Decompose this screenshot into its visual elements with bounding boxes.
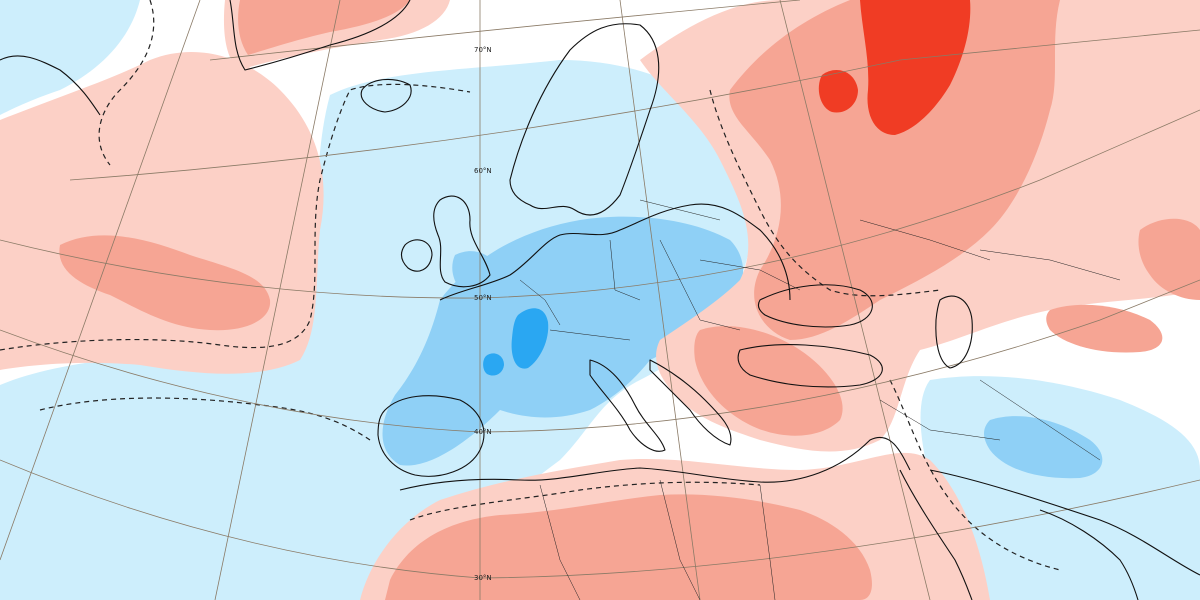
meridian-line-2 xyxy=(619,0,701,600)
coast-ireland xyxy=(401,239,433,272)
coast-greenland xyxy=(229,0,411,71)
latitude-line-40 xyxy=(0,279,1200,433)
pos-strong-russia xyxy=(860,0,971,135)
latitude-line-60 xyxy=(69,29,1200,181)
coast-western-europe xyxy=(439,203,791,301)
coast-uk xyxy=(433,195,491,288)
latitude-line-30 xyxy=(0,459,1200,579)
anomaly-contours xyxy=(0,0,1061,571)
coast-caspian xyxy=(935,295,973,369)
border-germany-poland xyxy=(609,239,641,301)
country-borders xyxy=(519,199,1121,600)
border-france-germany xyxy=(519,279,561,326)
pos-medium-caspian xyxy=(1046,304,1163,353)
contour-middle-east xyxy=(889,379,1061,571)
meridian-line-4 xyxy=(0,0,201,561)
coast-balkans-greece xyxy=(649,359,732,446)
pos-medium-greenland xyxy=(238,0,410,55)
latitude-line-50 xyxy=(0,109,1200,299)
pos-medium-russia xyxy=(729,0,1060,340)
coast-black-sea xyxy=(757,284,873,328)
border-north-africa-1 xyxy=(539,484,581,600)
coast-iberia xyxy=(377,395,485,477)
pos-strong-russia-west xyxy=(818,70,858,113)
meridian-line-3 xyxy=(214,0,341,600)
border-ukraine xyxy=(699,259,801,291)
contour-atlantic xyxy=(0,83,471,351)
neg-medium-middle-east xyxy=(984,416,1103,479)
coast-canada xyxy=(0,55,101,116)
latitude-labels: 70°N 60°N 50°N 40°N 30°N xyxy=(474,46,492,582)
lat-label-50: 50°N xyxy=(474,294,492,302)
pos-light-arctic-east xyxy=(1060,42,1134,101)
lat-label-30: 30°N xyxy=(474,574,492,582)
pos-medium-north-africa xyxy=(385,494,872,600)
border-russia-south xyxy=(859,219,991,261)
lat-label-70: 70°N xyxy=(474,46,492,54)
lat-label-60: 60°N xyxy=(474,167,492,175)
lat-label-40: 40°N xyxy=(474,428,492,436)
border-kazakhstan xyxy=(979,249,1121,281)
contour-africa xyxy=(409,481,761,521)
neg-strong-france-south xyxy=(483,353,504,376)
coast-italy xyxy=(589,359,666,452)
neg-light-greenland-west xyxy=(0,0,140,115)
border-north-africa-3 xyxy=(759,484,776,600)
meridian-line-5 xyxy=(779,0,931,600)
pos-medium-balkans xyxy=(694,326,843,436)
pos-medium-russia-east xyxy=(1138,218,1200,300)
border-baltics xyxy=(639,199,721,221)
contour-subtropic xyxy=(39,397,371,441)
coast-scandinavia xyxy=(509,23,660,216)
coast-persian-gulf xyxy=(1039,509,1139,600)
border-eastern-europe xyxy=(659,239,741,331)
coast-arabia xyxy=(929,469,1200,576)
coast-red-sea xyxy=(899,469,973,600)
contour-east xyxy=(709,89,941,297)
border-alps xyxy=(549,329,631,341)
border-north-africa-2 xyxy=(659,479,701,600)
neg-medium-uk xyxy=(452,251,500,296)
coast-turkey xyxy=(737,344,883,388)
neg-strong-france xyxy=(511,308,549,369)
contour-greenland xyxy=(98,0,155,166)
latitude-line-70 xyxy=(209,0,801,61)
border-middle-east xyxy=(879,399,1001,441)
border-iran xyxy=(979,379,1101,461)
coast-iceland xyxy=(360,78,412,113)
neg-light-north-atlantic xyxy=(0,60,754,600)
coast-north-africa xyxy=(399,436,911,491)
pos-medium-atlantic xyxy=(59,235,271,331)
